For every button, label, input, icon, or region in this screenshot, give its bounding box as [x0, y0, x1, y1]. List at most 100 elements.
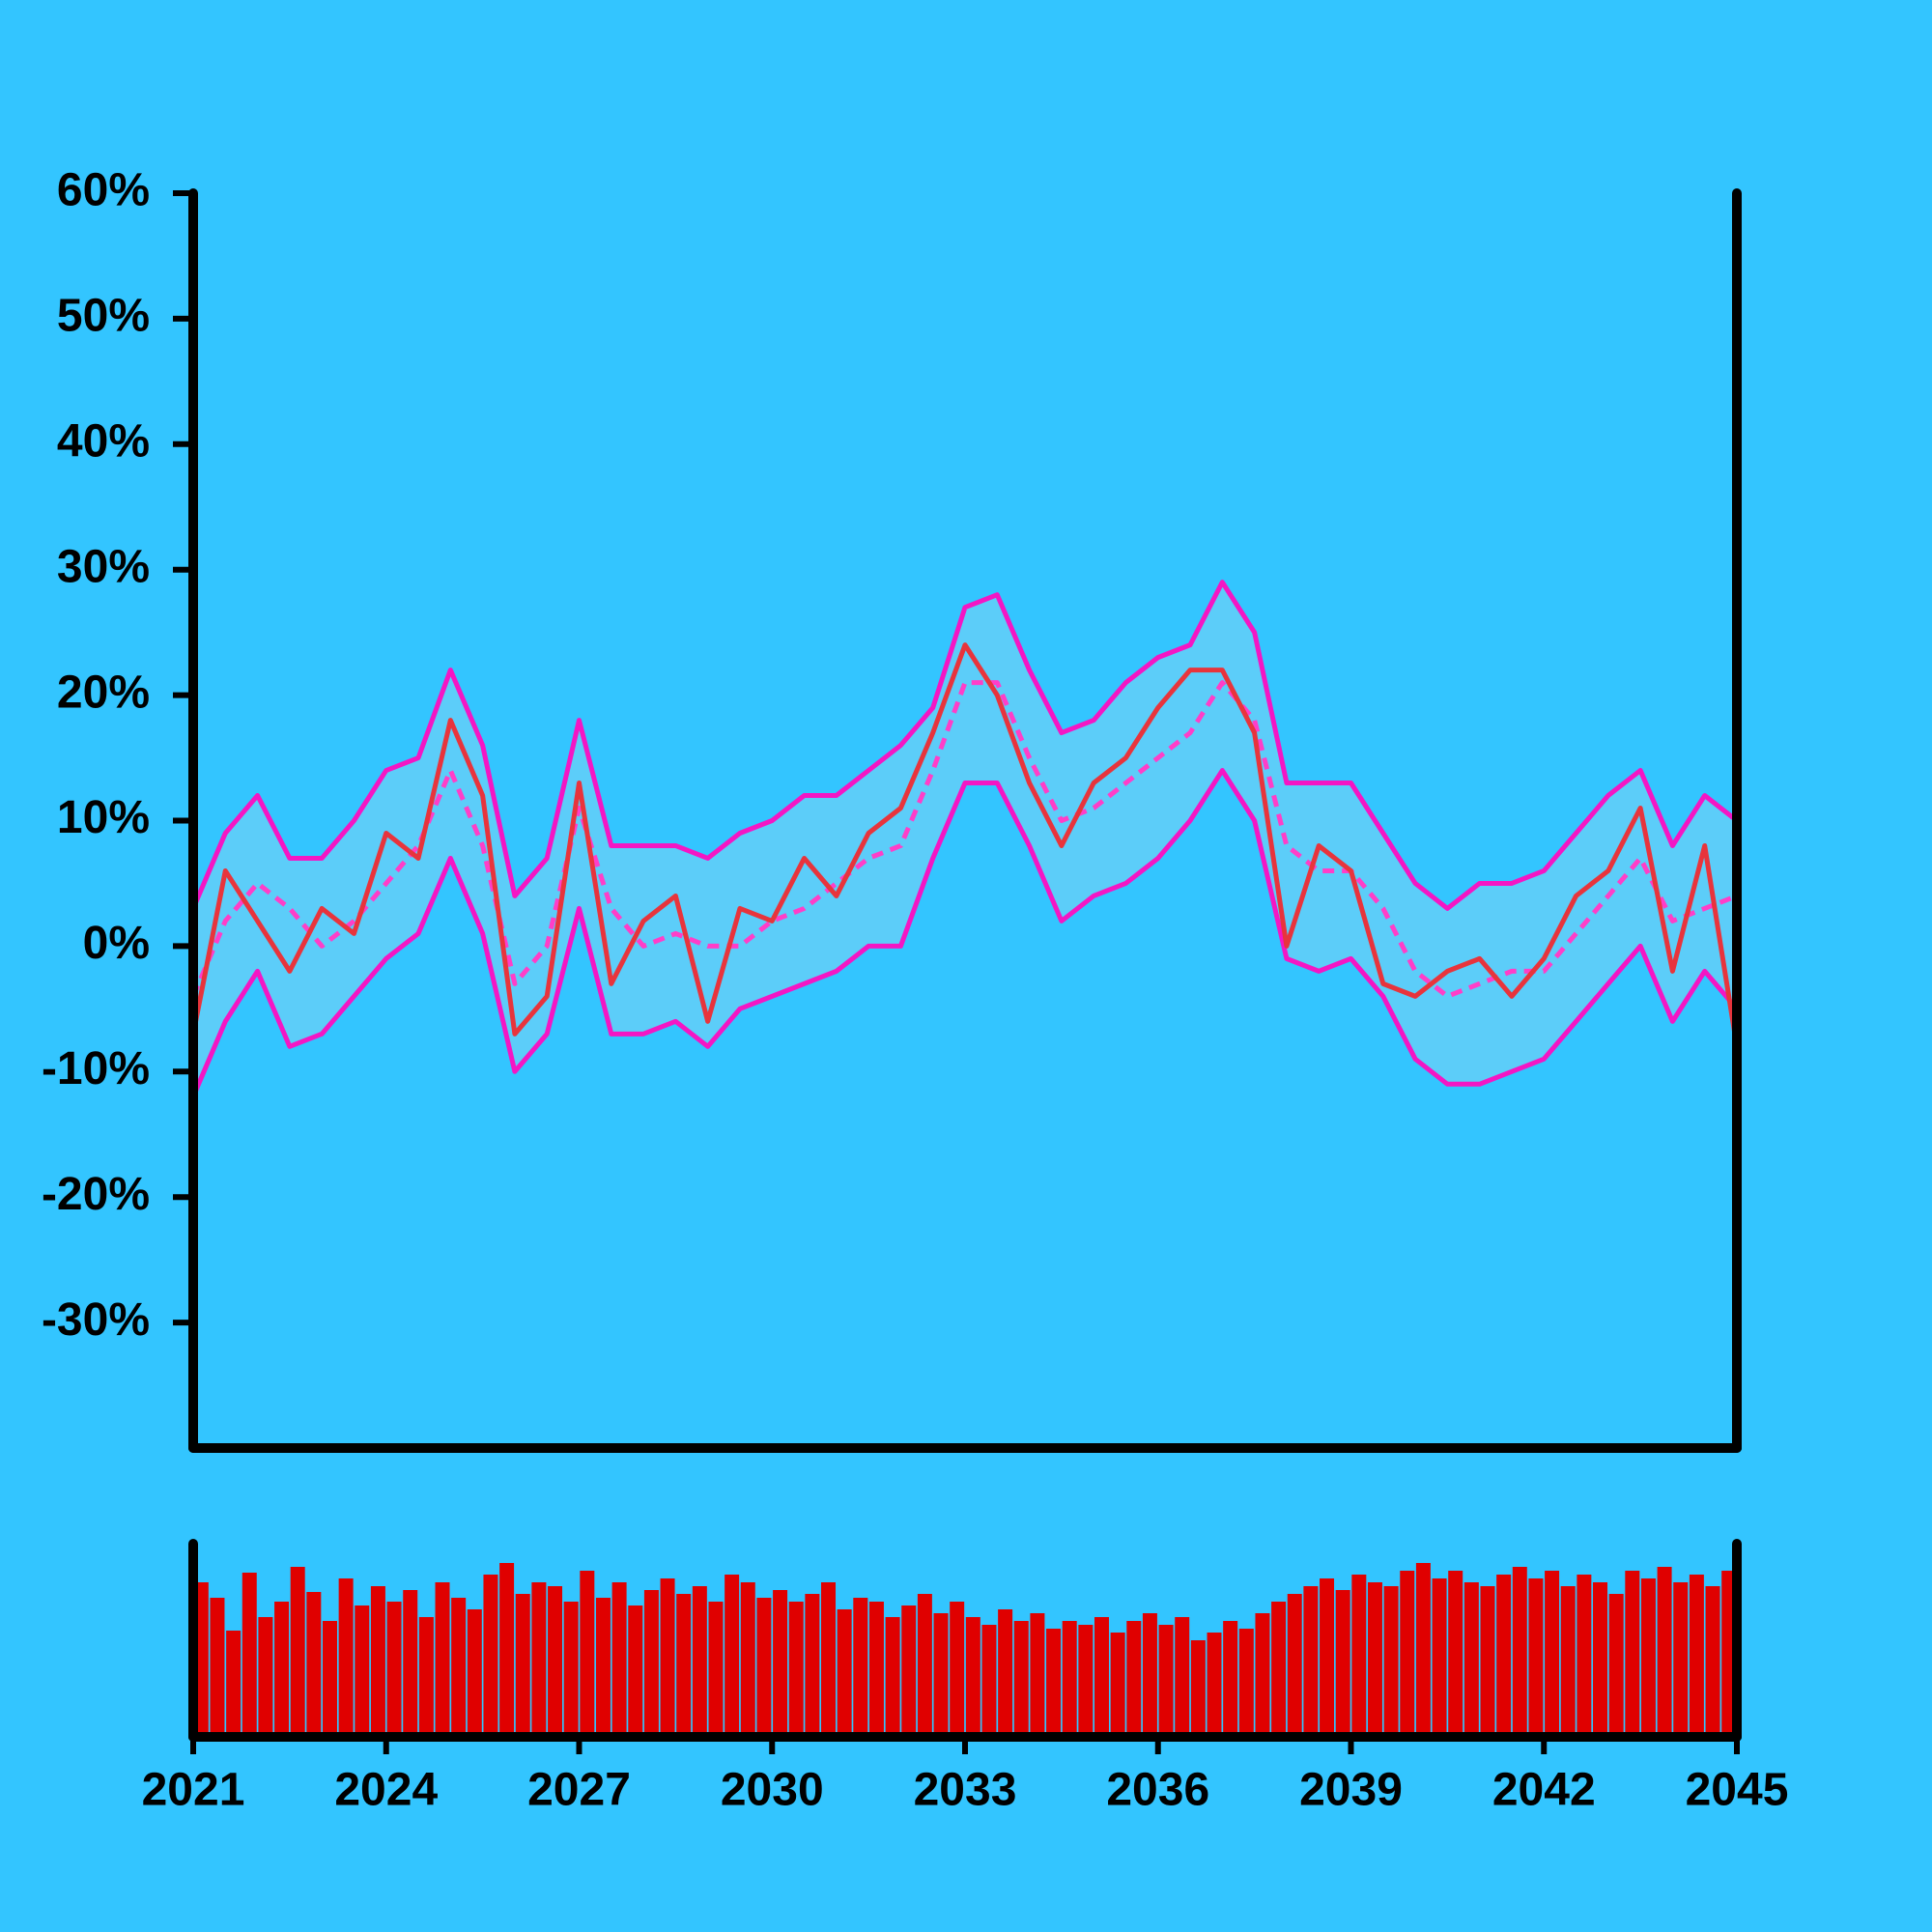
volume-bar: [563, 1602, 579, 1737]
volume-bar: [1303, 1586, 1319, 1737]
volume-bar: [1545, 1571, 1560, 1737]
volume-bar: [1190, 1640, 1206, 1737]
volume-bar: [1577, 1575, 1592, 1737]
volume-bar: [1223, 1621, 1238, 1737]
volume-bar: [306, 1592, 322, 1737]
volume-bar: [708, 1602, 724, 1737]
volume-bar: [1560, 1586, 1576, 1737]
y-tick-label: 0%: [83, 918, 150, 969]
y-tick-label: -20%: [42, 1169, 150, 1220]
volume-bar: [515, 1594, 530, 1737]
volume-bar: [1094, 1617, 1109, 1737]
x-tick-label: 2021: [142, 1765, 245, 1816]
band-line: [190, 768, 1739, 1098]
y-tick-label: -30%: [42, 1294, 150, 1346]
volume-bar: [1255, 1613, 1270, 1737]
volume-bar: [1013, 1621, 1029, 1737]
volume-bar: [1625, 1571, 1640, 1737]
volume-bar: [676, 1594, 692, 1737]
x-tick-label: 2030: [721, 1765, 824, 1816]
band-line: [190, 580, 1739, 911]
volume-bar: [370, 1586, 385, 1737]
volume-bar: [692, 1586, 707, 1737]
volume-bar: [1400, 1571, 1415, 1737]
volume-bar: [1351, 1575, 1367, 1737]
volume-bar: [773, 1590, 788, 1737]
volume-bar: [274, 1602, 290, 1737]
volume-bar: [724, 1575, 740, 1737]
axes-layer: 60% 50% 40% 30% 20% 10% 0% -10% -20% -30% 2021 2024…: [42, 165, 1788, 1816]
volume-bar: [1593, 1582, 1608, 1737]
volume-bar: [628, 1605, 643, 1737]
volume-bar: [467, 1609, 482, 1737]
volume-bar: [1287, 1594, 1302, 1737]
volume-bar: [1238, 1629, 1254, 1737]
volume-bar: [1496, 1575, 1512, 1737]
volume-bar: [660, 1578, 675, 1737]
volume-bar: [355, 1605, 370, 1737]
volume-bar: [403, 1590, 418, 1737]
volume-bar: [1673, 1582, 1689, 1737]
volume-bar: [1608, 1594, 1624, 1737]
volume-bar: [1126, 1621, 1142, 1737]
volume-bar: [1046, 1629, 1062, 1737]
x-tick-label: 2036: [1106, 1765, 1209, 1816]
volume-bar: [1383, 1586, 1399, 1737]
volume-bar: [418, 1617, 434, 1737]
volume-bar: [451, 1598, 467, 1737]
volume-bar: [386, 1602, 402, 1737]
y-tick-label: 60%: [57, 165, 150, 216]
volume-bar: [258, 1617, 273, 1737]
volume-bar: [805, 1594, 820, 1737]
middle-line: [190, 680, 1738, 999]
volume-bar: [917, 1594, 932, 1737]
volume-bar: [1512, 1567, 1527, 1737]
volume-bar: [1448, 1571, 1463, 1737]
volume-bar: [531, 1582, 547, 1737]
y-tick-label: 20%: [57, 667, 150, 718]
price-line: [190, 642, 1740, 1047]
volume-bar: [853, 1598, 868, 1737]
y-tick-label: 30%: [57, 541, 150, 592]
volume-bar: [1320, 1578, 1335, 1737]
x-tick-label: 2033: [914, 1765, 1017, 1816]
volume-bar: [611, 1582, 627, 1737]
volume-bar: [210, 1598, 225, 1737]
volume-bar: [1657, 1567, 1672, 1737]
y-tick-label: -10%: [42, 1043, 150, 1094]
volume-bar: [1271, 1602, 1287, 1737]
volume-bar: [1062, 1621, 1077, 1737]
volume-bar: [548, 1586, 563, 1737]
volume-bar: [435, 1582, 450, 1737]
volume-bar: [1367, 1582, 1382, 1737]
volume-bar: [868, 1602, 884, 1737]
volume-bar: [837, 1609, 852, 1737]
volume-bar: [338, 1578, 354, 1737]
volume-bar: [821, 1582, 837, 1737]
volume-bar: [1175, 1617, 1190, 1737]
main-layer: [190, 580, 1740, 1737]
volume-bar: [1640, 1578, 1656, 1737]
volume-bar: [901, 1605, 917, 1737]
volume-bar: [242, 1573, 257, 1737]
x-tick-label: 2024: [334, 1765, 438, 1816]
volume-bar: [885, 1617, 900, 1737]
volume-bar: [643, 1590, 659, 1737]
y-tick-label: 10%: [57, 792, 150, 843]
volume-bar: [1078, 1625, 1094, 1737]
x-tick-label: 2045: [1686, 1765, 1789, 1816]
volume-bar: [933, 1613, 949, 1737]
volume-bar: [1207, 1633, 1222, 1737]
volume-bar: [1528, 1578, 1544, 1737]
volume-bar: [1705, 1586, 1720, 1737]
volume-bar: [595, 1598, 611, 1737]
volume-bar: [998, 1609, 1013, 1737]
volume-bar: [1432, 1578, 1447, 1737]
x-tick-label: 2039: [1299, 1765, 1403, 1816]
volume-bar: [740, 1582, 755, 1737]
volume-bar: [580, 1571, 595, 1737]
volume-bar: [1158, 1625, 1174, 1737]
volume-bar: [965, 1617, 980, 1737]
volume-bar: [1142, 1613, 1157, 1737]
